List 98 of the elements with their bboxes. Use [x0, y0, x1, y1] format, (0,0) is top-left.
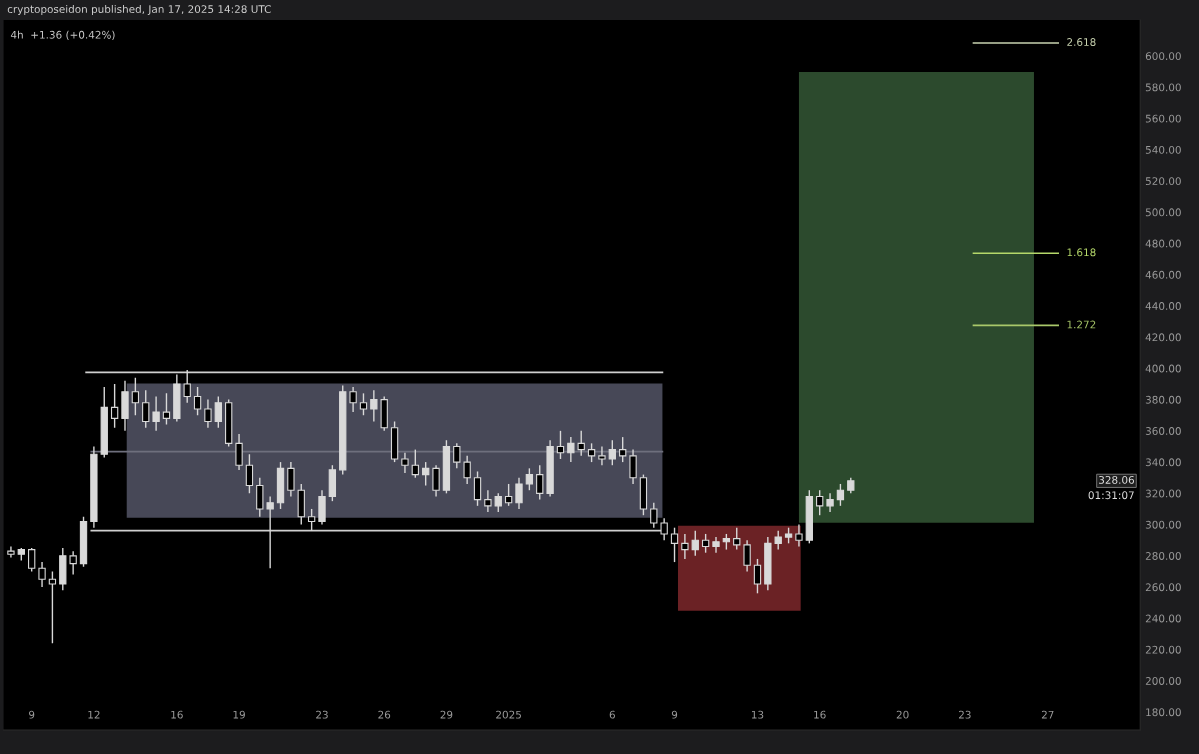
- y-tick-label: 520.00: [1145, 177, 1181, 186]
- candlestick: [256, 477, 264, 518]
- candlestick: [204, 398, 212, 429]
- candlestick: [743, 539, 751, 573]
- candlestick: [629, 448, 637, 485]
- x-tick-label: 6: [609, 710, 615, 719]
- candlestick: [587, 442, 596, 463]
- x-tick-label: 2025: [496, 710, 521, 719]
- y-tick-label: 500.00: [1145, 208, 1181, 217]
- x-tick-label: 29: [440, 710, 453, 719]
- candlestick: [681, 533, 689, 560]
- candlestick: [826, 492, 834, 513]
- y-tick-label: 460.00: [1145, 270, 1181, 279]
- y-tick-label: 340.00: [1145, 458, 1181, 467]
- candlestick: [504, 483, 513, 507]
- candlestick: [411, 448, 419, 479]
- y-tick-label: 200.00: [1145, 677, 1181, 685]
- candlestick: [235, 433, 243, 471]
- candlestick: [131, 377, 140, 416]
- candlestick: [48, 570, 57, 644]
- candlestick: [484, 489, 492, 513]
- y-tick-label: 560.00: [1145, 114, 1181, 123]
- candlestick: [287, 461, 295, 498]
- candlestick: [691, 530, 699, 557]
- y-tick-label: 180.00: [1146, 708, 1181, 717]
- series-label: 1.618: [1067, 248, 1096, 257]
- candlestick: [536, 464, 544, 501]
- candlestick: [816, 489, 824, 516]
- candlestick: [515, 477, 523, 510]
- y-tick-label: 280.00: [1145, 552, 1181, 560]
- candlestick: [753, 558, 762, 595]
- candlestick: [152, 395, 160, 432]
- candlestick: [525, 467, 534, 491]
- x-tick-label: 9: [29, 710, 35, 719]
- y-tick-label: 360.00: [1145, 427, 1181, 435]
- candlestick: [577, 430, 585, 457]
- y-tick-label: 400.00: [1145, 364, 1181, 373]
- x-tick-label: 19: [233, 710, 245, 719]
- candlestick: [556, 430, 565, 460]
- candlestick: [38, 561, 46, 588]
- candlestick: [473, 470, 482, 507]
- candlestick: [245, 453, 254, 495]
- series-label: 1.272: [1067, 320, 1096, 329]
- x-tick-label: 9: [671, 710, 678, 719]
- candlestick: [619, 436, 627, 463]
- y-tick-label: 380.00: [1145, 395, 1181, 404]
- candlestick: [712, 536, 720, 554]
- candlestick: [733, 527, 741, 551]
- candlestick: [463, 455, 471, 485]
- candlestick: [494, 492, 502, 513]
- y-tick-label: 240.00: [1145, 614, 1181, 623]
- candlestick: [401, 452, 409, 474]
- candlestick: [193, 386, 202, 416]
- candlestick: [214, 395, 222, 429]
- x-tick-label: 20: [896, 710, 909, 719]
- x-tick-label: 12: [88, 710, 100, 719]
- y-tick-label: 320.00: [1145, 489, 1181, 498]
- y-tick-label: 220.00: [1145, 645, 1181, 654]
- y-tick-label: 260.00: [1145, 583, 1181, 592]
- candlestick: [670, 527, 679, 563]
- y-tick-label: 440.00: [1145, 302, 1181, 310]
- y-tick-label: 300.00: [1145, 520, 1181, 529]
- candlestick: [608, 439, 616, 466]
- x-tick-label: 26: [378, 710, 391, 719]
- candlestick: [110, 383, 119, 429]
- y-tick-label: 420.00: [1145, 333, 1181, 342]
- candlestick: [162, 392, 171, 426]
- candlestick: [422, 461, 430, 487]
- candlestick: [836, 483, 845, 507]
- annotation: 01:31:07: [1088, 491, 1134, 500]
- candlestick: [359, 392, 368, 416]
- x-tick-label: 27: [1041, 710, 1054, 719]
- candlestick: [701, 533, 710, 554]
- text: 4h +1.36 (+0.42%): [10, 30, 115, 40]
- x-tick-label: 16: [814, 710, 826, 719]
- candlestick: [650, 502, 658, 529]
- candlestick: [28, 547, 36, 573]
- candlestick: [774, 530, 782, 551]
- candlestick: [142, 389, 150, 429]
- x-tick-label: 13: [751, 710, 764, 719]
- y-tick-label: 600.00: [1145, 52, 1181, 61]
- y-tick-label: 540.00: [1145, 145, 1181, 154]
- chart-title: cryptoposeidon published, Jan 17, 2025 14:28 UTC: [7, 4, 271, 16]
- candlestick: [432, 464, 440, 498]
- candlestick: [795, 523, 803, 548]
- candlestick: [567, 436, 575, 463]
- x-tick-label: 23: [316, 710, 328, 719]
- candlestick: [349, 386, 357, 413]
- candlestick: [598, 445, 606, 466]
- x-tick-label: 23: [958, 710, 971, 719]
- annotation: 328.06: [1099, 475, 1135, 484]
- y-tick-label: 480.00: [1145, 239, 1181, 248]
- candlestick: [370, 389, 378, 423]
- y-tick-label: 580.00: [1145, 83, 1181, 92]
- series-label: 2.618: [1067, 38, 1096, 46]
- candlestick: [453, 442, 461, 470]
- x-tick-label: 16: [171, 710, 183, 719]
- candlestick: [69, 550, 77, 576]
